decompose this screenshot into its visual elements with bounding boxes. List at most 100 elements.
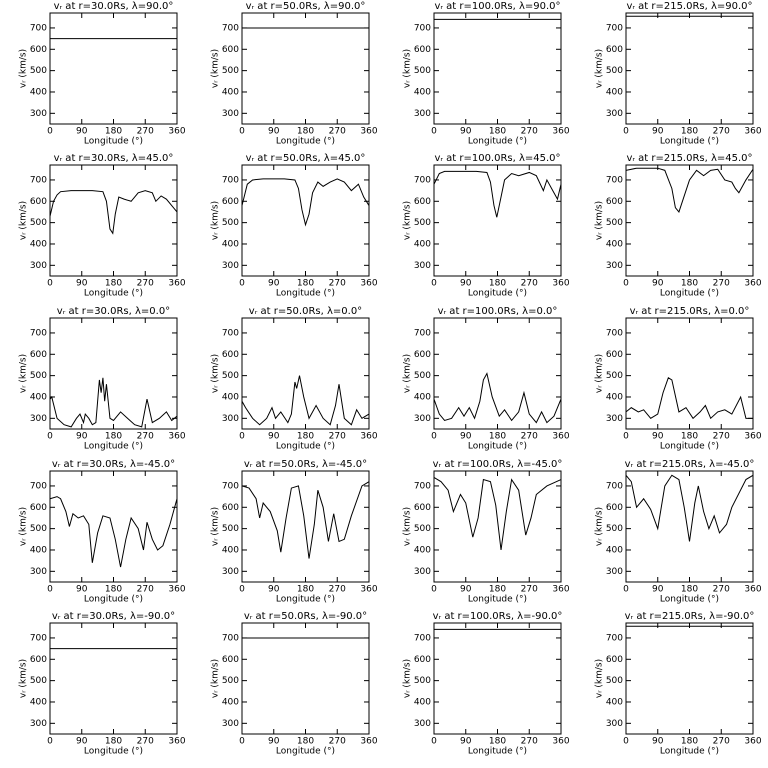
- y-tick-label: 500: [222, 524, 239, 534]
- y-tick-label: 700: [222, 328, 239, 338]
- x-axis-label: Longitude (°): [84, 137, 143, 147]
- y-tick-label: 600: [414, 45, 431, 55]
- x-tick-label: 0: [431, 127, 437, 137]
- y-tick-label: 500: [222, 676, 239, 686]
- y-tick-label: 700: [414, 633, 431, 643]
- x-axis-label: Longitude (°): [276, 442, 335, 452]
- y-tick-label: 700: [222, 633, 239, 643]
- x-tick-label: 180: [681, 279, 698, 289]
- y-tick-label: 700: [606, 328, 623, 338]
- x-tick-label: 90: [460, 279, 472, 289]
- x-tick-label: 0: [431, 432, 437, 442]
- chart-title: vᵣ at r=30.0Rs, λ=-90.0°: [52, 611, 175, 622]
- y-tick-label: 300: [606, 719, 623, 729]
- x-tick-label: 0: [47, 737, 53, 747]
- panel: vᵣ at r=50.0Rs, λ=-45.0° 0 90 180 270 360 300 4…: [211, 459, 378, 605]
- y-tick-label: 400: [414, 697, 431, 707]
- x-tick-label: 0: [623, 737, 629, 747]
- panel: vᵣ at r=215.0Rs, λ=90.0° 0 90 180 270 360 300 4…: [595, 1, 762, 147]
- y-tick-label: 500: [30, 218, 47, 228]
- x-tick-label: 360: [168, 585, 185, 595]
- y-tick-label: 300: [222, 261, 239, 271]
- y-tick-label: 500: [414, 524, 431, 534]
- x-tick-label: 270: [713, 585, 730, 595]
- x-tick-label: 180: [489, 585, 506, 595]
- panel: vᵣ at r=215.0Rs, λ=-45.0° 0 90 180 270 360 300…: [595, 459, 762, 605]
- chart-title: vᵣ at r=50.0Rs, λ=0.0°: [249, 306, 362, 317]
- y-tick-label: 600: [606, 655, 623, 665]
- y-tick-label: 600: [222, 350, 239, 360]
- y-tick-label: 600: [414, 503, 431, 513]
- x-tick-label: 180: [297, 585, 314, 595]
- y-tick-label: 700: [222, 23, 239, 33]
- x-axis-label: Longitude (°): [84, 747, 143, 757]
- y-tick-label: 400: [30, 392, 47, 402]
- panel: vᵣ at r=50.0Rs, λ=45.0° 0 90 180 270 360 300 40…: [211, 153, 378, 299]
- y-tick-label: 400: [414, 87, 431, 97]
- x-axis-label: Longitude (°): [276, 289, 335, 299]
- y-tick-label: 500: [30, 524, 47, 534]
- plot-frame: [433, 470, 562, 583]
- chart-title: vᵣ at r=100.0Rs, λ=0.0°: [438, 306, 558, 317]
- x-axis-label: Longitude (°): [468, 595, 527, 605]
- chart-title: vᵣ at r=50.0Rs, λ=-90.0°: [244, 611, 367, 622]
- x-tick-label: 180: [489, 737, 506, 747]
- y-tick-label: 500: [30, 66, 47, 76]
- plot-frame: [241, 317, 370, 430]
- y-tick-label: 700: [222, 175, 239, 185]
- panel: vᵣ at r=30.0Rs, λ=45.0° 0 90 180 270 360 300 40…: [19, 153, 186, 299]
- y-tick-label: 600: [30, 350, 47, 360]
- y-tick-label: 300: [606, 109, 623, 119]
- y-tick-label: 400: [30, 87, 47, 97]
- y-axis-label: vᵣ (km/s): [19, 201, 29, 240]
- x-tick-label: 180: [105, 432, 122, 442]
- x-tick-label: 0: [239, 279, 245, 289]
- y-tick-label: 300: [30, 414, 47, 424]
- x-axis-label: Longitude (°): [276, 747, 335, 757]
- x-tick-label: 0: [239, 127, 245, 137]
- x-tick-label: 90: [76, 432, 88, 442]
- x-tick-label: 270: [521, 432, 538, 442]
- y-axis-label: vᵣ (km/s): [19, 659, 29, 698]
- y-tick-label: 700: [606, 23, 623, 33]
- y-axis-label: vᵣ (km/s): [403, 49, 413, 88]
- x-tick-label: 360: [552, 737, 569, 747]
- x-tick-label: 90: [268, 737, 280, 747]
- x-tick-label: 270: [329, 279, 346, 289]
- x-tick-label: 360: [552, 432, 569, 442]
- x-axis-label: Longitude (°): [468, 289, 527, 299]
- plot-frame: [241, 622, 370, 735]
- y-tick-label: 400: [222, 392, 239, 402]
- x-axis-label: Longitude (°): [660, 747, 719, 757]
- data-line: [433, 372, 562, 424]
- x-axis-label: Longitude (°): [84, 442, 143, 452]
- x-tick-label: 360: [168, 737, 185, 747]
- y-axis-label: vᵣ (km/s): [595, 49, 605, 88]
- data-line: [241, 178, 370, 227]
- y-tick-label: 400: [606, 697, 623, 707]
- x-axis-label: Longitude (°): [468, 137, 527, 147]
- y-tick-label: 600: [606, 503, 623, 513]
- y-tick-label: 400: [222, 87, 239, 97]
- plot-frame: [433, 622, 562, 735]
- y-tick-label: 700: [414, 328, 431, 338]
- y-tick-label: 400: [414, 239, 431, 249]
- x-tick-label: 90: [76, 127, 88, 137]
- y-tick-label: 700: [30, 175, 47, 185]
- x-tick-label: 270: [521, 585, 538, 595]
- x-tick-label: 90: [460, 737, 472, 747]
- x-axis-label: Longitude (°): [660, 442, 719, 452]
- y-tick-label: 300: [30, 261, 47, 271]
- y-tick-label: 400: [606, 545, 623, 555]
- y-tick-label: 300: [30, 719, 47, 729]
- x-axis-label: Longitude (°): [468, 747, 527, 757]
- plot-frame: [49, 622, 178, 735]
- plot-frame: [49, 12, 178, 125]
- x-tick-label: 180: [105, 127, 122, 137]
- chart-title: vᵣ at r=215.0Rs, λ=90.0°: [626, 1, 752, 12]
- x-axis-label: Longitude (°): [660, 289, 719, 299]
- x-tick-label: 270: [137, 127, 154, 137]
- x-tick-label: 360: [744, 432, 761, 442]
- y-tick-label: 500: [222, 66, 239, 76]
- x-tick-label: 0: [47, 432, 53, 442]
